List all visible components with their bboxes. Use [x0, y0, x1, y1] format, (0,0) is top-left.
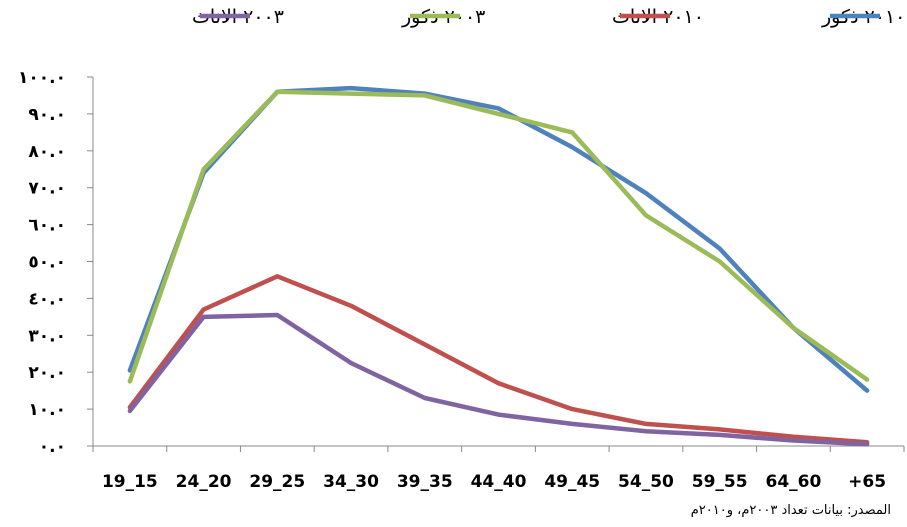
- x-tick-label: 49_45: [544, 472, 600, 492]
- y-tick-label: ٢٠.٠: [28, 363, 66, 383]
- series-line-4: [127, 312, 870, 447]
- x-tick-label: 44_40: [471, 472, 527, 492]
- series-lines: [127, 85, 870, 447]
- y-tick-label: ٦٠.٠: [28, 216, 66, 236]
- y-tick-label: ١٠.٠: [28, 400, 66, 420]
- y-tick-label: ٥٠.٠: [28, 253, 66, 273]
- x-tick-label: 54_50: [618, 472, 674, 492]
- y-tick-label: ٣٠.٠: [28, 326, 66, 346]
- x-tick-label: 39_35: [397, 472, 453, 492]
- y-tick-label: ٤٠.٠: [28, 289, 66, 309]
- legend: ٢٠١٠ ذكور٢٠١٠ الاناث٢٠٠٣ ذكور٢٠٠٣ الاناث: [192, 6, 905, 28]
- y-tick-label: ٨٠.٠: [28, 142, 66, 162]
- x-tick-label: 19_15: [102, 472, 158, 492]
- tick-labels: ٠.٠ ١٠.٠ ٢٠.٠ ٣٠.٠ ٤٠.٠ ٥٠.٠ ٦٠.٠ ٧٠.٠ ٨٠.٠ ٩٠.٠ ١…: [18, 68, 886, 492]
- source-note: المصدر: بيانات تعداد ٢٠٠٣م، و٢٠١٠م: [690, 503, 891, 518]
- x-tick-label: 29_25: [249, 472, 305, 492]
- x-tick-label: 64_60: [765, 472, 821, 492]
- x-tick-label: 24_20: [176, 472, 232, 492]
- y-tick-label: ٠.٠: [39, 437, 66, 457]
- y-tick-label: ٧٠.٠: [28, 179, 66, 199]
- axes: [87, 76, 905, 452]
- series-line-2: [127, 274, 870, 445]
- x-tick-label: 34_30: [323, 472, 379, 492]
- y-tick-label: ١٠٠.٠: [18, 68, 66, 88]
- x-tick-label: 59_55: [692, 472, 748, 492]
- series-line-3: [127, 89, 870, 384]
- y-tick-label: ٩٠.٠: [28, 105, 66, 125]
- x-tick-label: +65: [848, 472, 886, 492]
